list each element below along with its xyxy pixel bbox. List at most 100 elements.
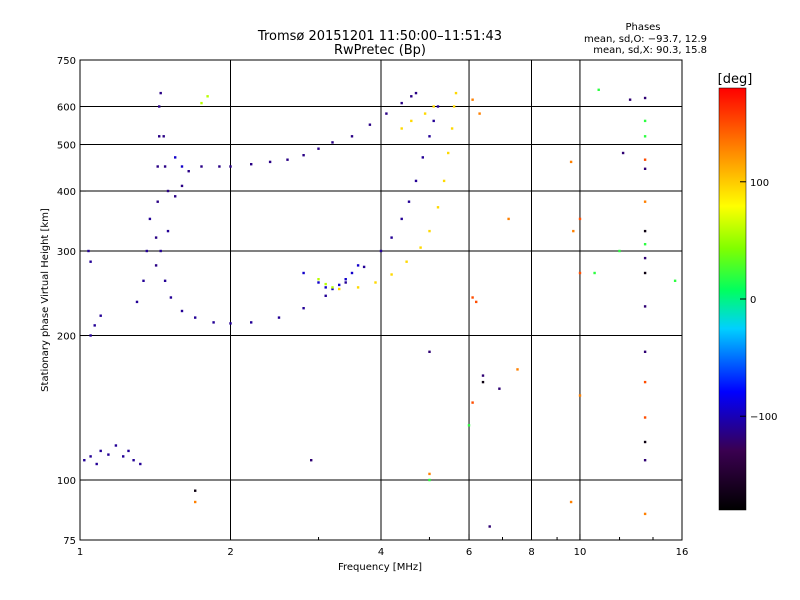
y-tick-label: 100	[57, 476, 76, 487]
y-tick-label: 75	[63, 536, 76, 547]
data-point	[166, 229, 170, 233]
x-axis-label: Frequency [MHz]	[338, 562, 422, 573]
data-point	[250, 163, 253, 166]
data-point	[643, 135, 647, 138]
data-point	[498, 387, 501, 390]
data-point	[390, 273, 393, 276]
data-point	[132, 459, 135, 462]
data-point	[618, 249, 621, 253]
data-point	[488, 525, 491, 528]
x-tick-label: 8	[528, 547, 534, 558]
data-point	[400, 101, 403, 105]
data-point	[317, 278, 320, 281]
data-point	[643, 459, 647, 462]
chart-subtitle: RwPretec (Bp)	[334, 43, 426, 58]
data-point	[569, 160, 573, 164]
data-point	[569, 500, 573, 504]
x-tick-label: 6	[466, 547, 472, 558]
data-point	[148, 217, 152, 221]
data-point	[471, 401, 474, 404]
colorbar-tick-label: 0	[750, 295, 756, 306]
data-point	[317, 281, 320, 284]
stats-line-x: mean, sd,X: 90.3, 15.8	[593, 45, 707, 56]
data-point	[89, 455, 92, 458]
data-point	[174, 156, 177, 159]
data-point	[475, 300, 478, 304]
data-point	[578, 217, 582, 221]
data-point	[107, 453, 110, 456]
data-point	[643, 380, 647, 384]
colorbar-ticks: 100 0 −100	[740, 178, 777, 423]
data-point	[643, 305, 647, 308]
data-point	[218, 165, 221, 168]
data-point	[158, 135, 161, 138]
data-point	[324, 282, 327, 286]
data-point	[423, 112, 427, 115]
data-point	[385, 112, 388, 115]
data-point	[643, 243, 647, 246]
data-point	[114, 444, 118, 447]
data-point	[139, 462, 142, 466]
data-point	[481, 374, 485, 377]
data-point	[428, 229, 431, 233]
data-point	[471, 296, 474, 299]
data-point	[331, 141, 334, 144]
x-tick-label: 10	[574, 547, 587, 558]
data-point	[356, 264, 360, 267]
data-point	[180, 184, 184, 188]
data-point	[154, 236, 158, 239]
data-point	[158, 105, 161, 108]
data-point	[507, 217, 510, 221]
data-point	[302, 271, 305, 275]
data-point	[159, 91, 162, 95]
data-point	[344, 278, 347, 281]
data-point	[419, 246, 422, 249]
data-point	[122, 455, 125, 458]
data-point	[194, 500, 197, 504]
data-point	[467, 424, 471, 427]
data-point	[99, 314, 102, 317]
data-point	[436, 105, 440, 108]
data-point	[356, 286, 360, 289]
x-tick-label: 4	[378, 547, 384, 558]
x-tick-label: 1	[77, 547, 83, 558]
data-point	[142, 279, 145, 282]
data-point	[331, 286, 334, 289]
data-point	[166, 189, 170, 193]
data-point	[302, 307, 305, 310]
data-point	[643, 512, 647, 516]
data-point	[163, 279, 167, 282]
data-point	[89, 334, 92, 337]
data-point	[454, 91, 458, 95]
data-point	[180, 165, 184, 168]
data-point	[324, 294, 327, 297]
data-point	[127, 449, 130, 453]
data-point	[83, 459, 86, 462]
x-axis-ticks: 1 2 4 6 8 10 16	[77, 534, 689, 558]
data-point	[180, 309, 184, 313]
data-point	[673, 279, 677, 282]
x-tick-label: 16	[676, 547, 689, 558]
data-point	[338, 283, 341, 287]
chart-title: Tromsø 20151201 11:50:00–11:51:43	[257, 29, 502, 44]
data-point	[405, 260, 408, 263]
data-point	[421, 156, 424, 159]
data-point	[643, 200, 647, 203]
data-point	[643, 416, 647, 419]
data-point	[471, 98, 474, 101]
data-point	[350, 135, 354, 138]
data-point	[268, 160, 272, 164]
data-point	[212, 321, 215, 324]
y-tick-label: 600	[57, 103, 76, 114]
data-point	[350, 271, 354, 275]
data-point	[145, 249, 148, 253]
y-axis-label: Stationary phase Virtual Height [km]	[40, 208, 51, 392]
data-point	[390, 236, 393, 239]
data-points	[83, 88, 677, 528]
data-point	[597, 88, 600, 91]
data-point	[344, 281, 347, 284]
data-point	[250, 321, 253, 324]
data-point	[95, 462, 98, 466]
data-point	[135, 300, 139, 304]
